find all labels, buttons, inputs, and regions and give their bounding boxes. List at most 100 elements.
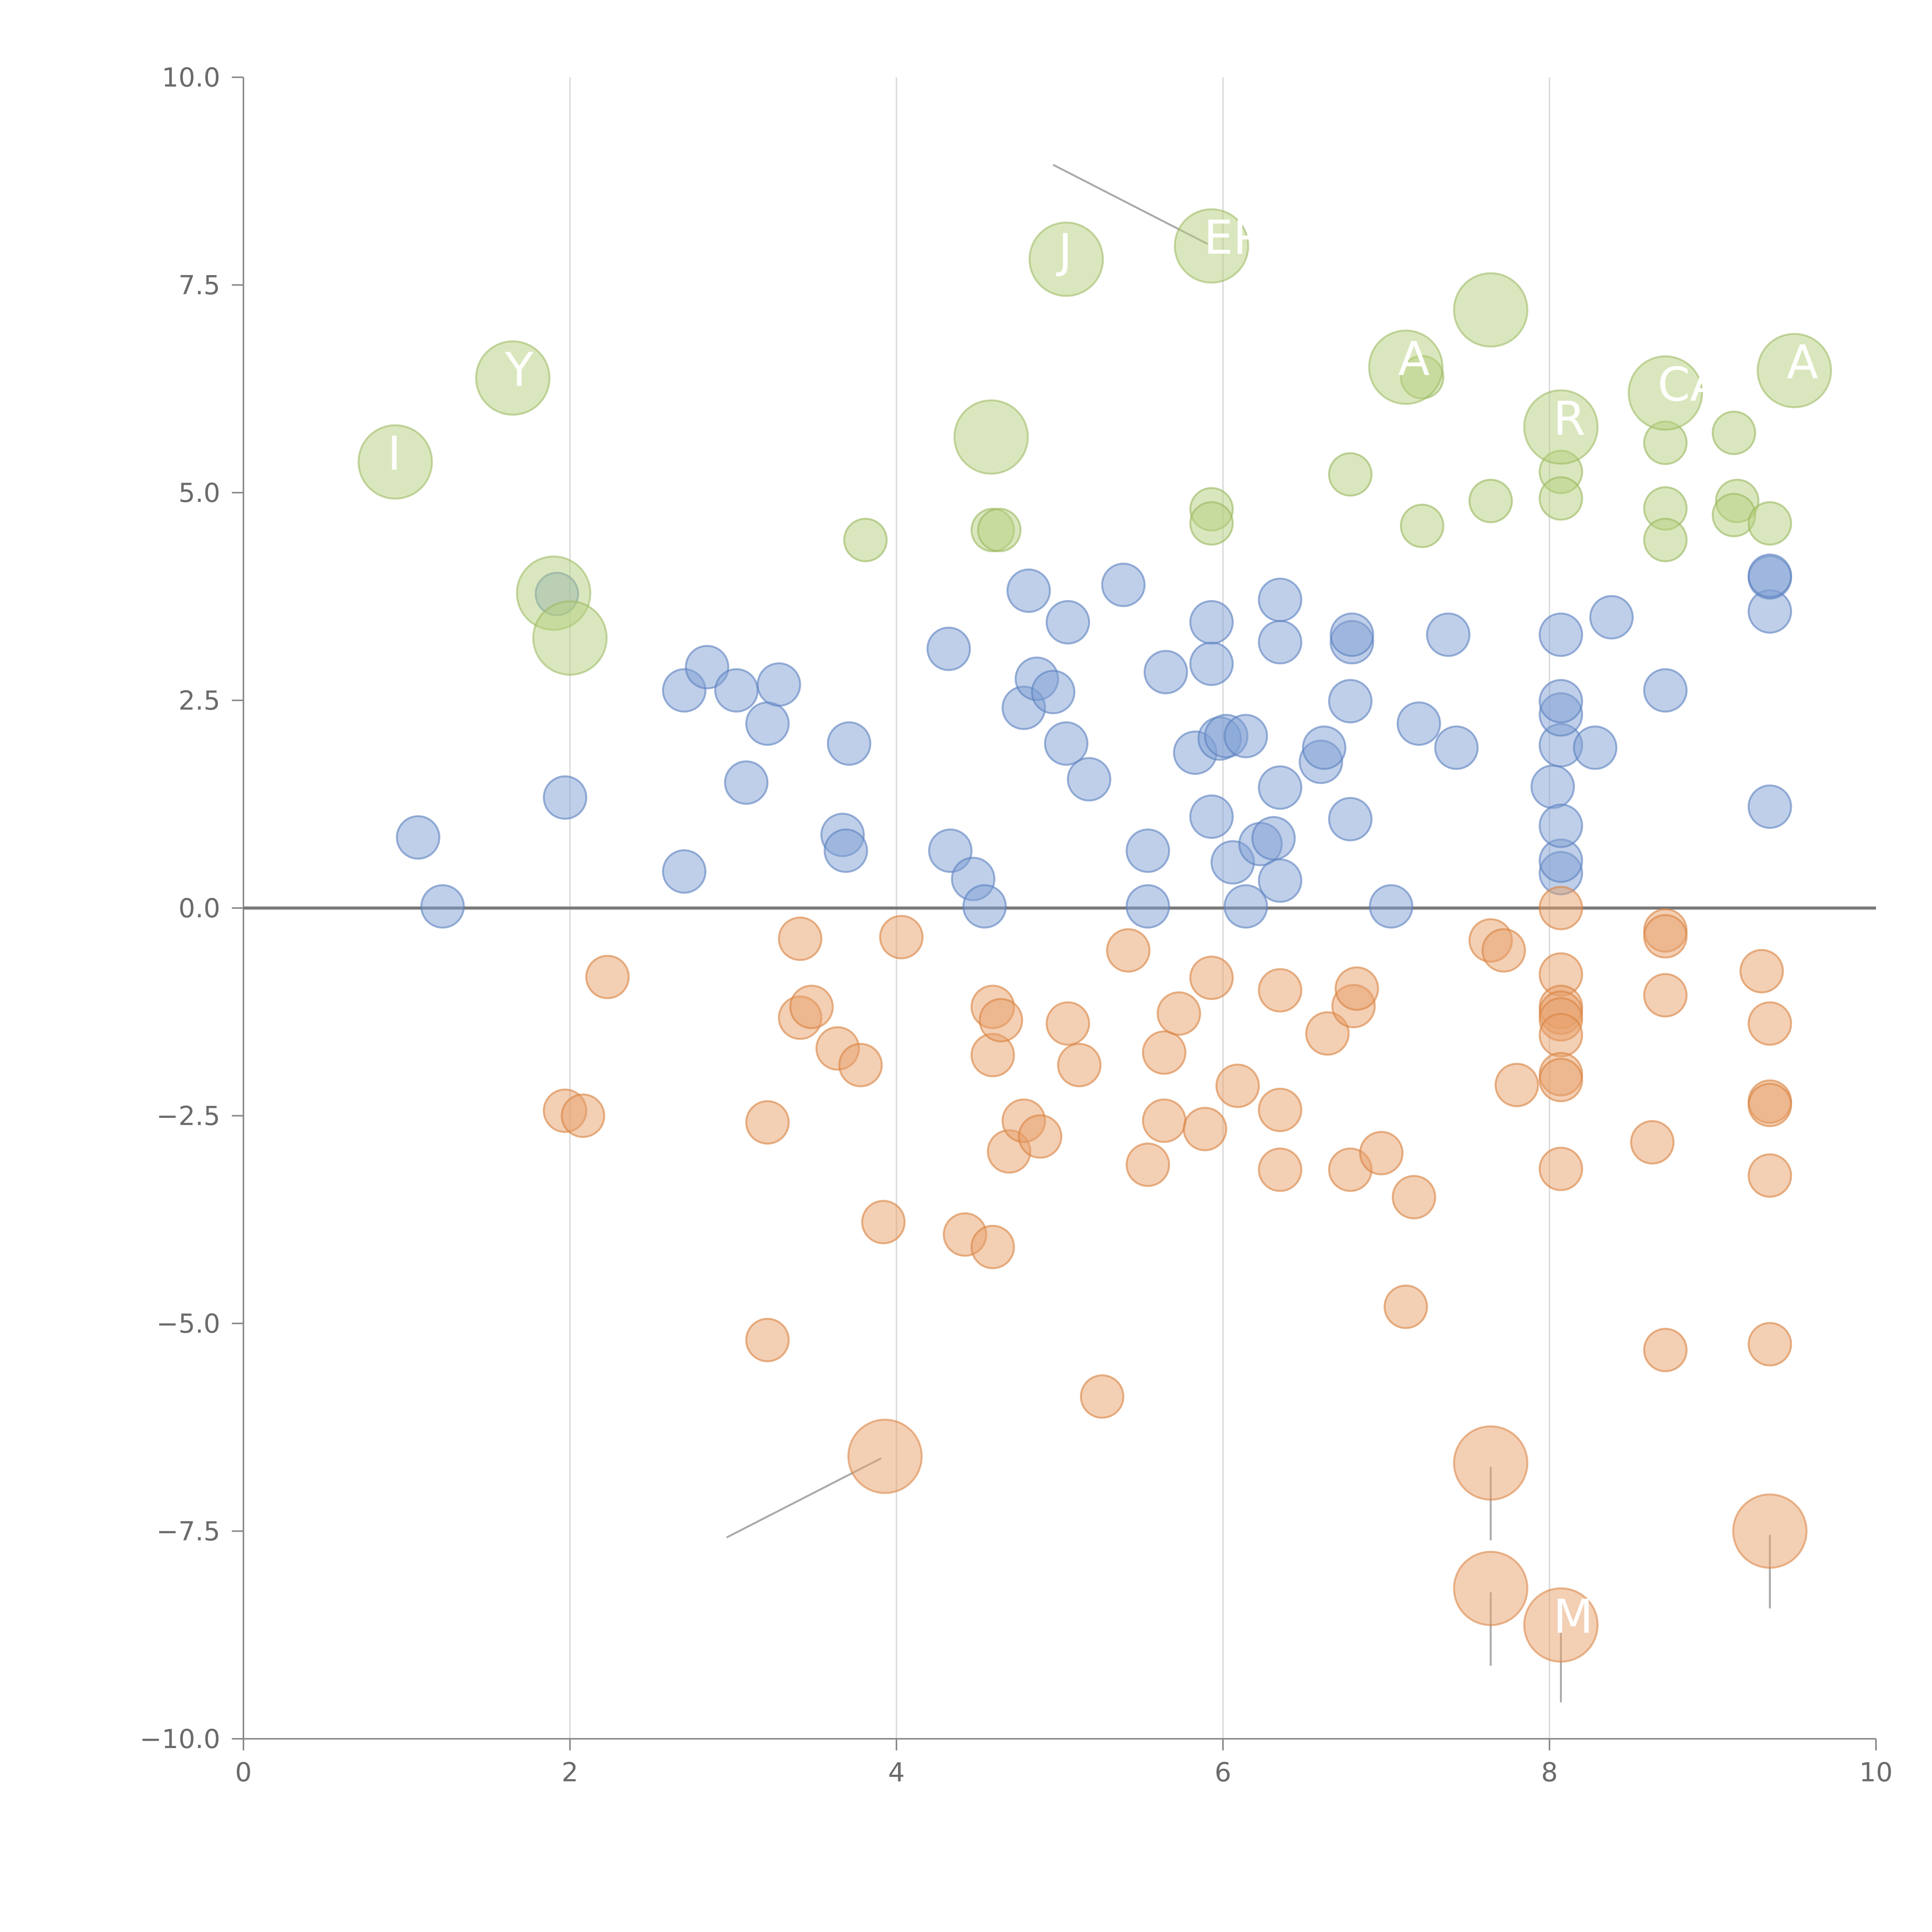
positive-point — [1396, 701, 1441, 746]
negative-point — [1643, 914, 1688, 959]
labeled-green-point — [953, 399, 1029, 475]
positive-point — [1046, 600, 1090, 645]
labeled-green-point — [532, 600, 608, 676]
negative-point — [1258, 1087, 1303, 1132]
negative-point — [1258, 1147, 1303, 1192]
negative-point — [1630, 1120, 1675, 1165]
negative-point — [585, 954, 630, 999]
negative-point — [1142, 1030, 1187, 1075]
x-tick-label: 4 — [888, 1757, 905, 1788]
negative-point — [1156, 991, 1201, 1036]
positive-small-point — [977, 508, 1022, 553]
negative-point — [1539, 886, 1583, 930]
negative-point — [1334, 966, 1379, 1011]
labeled-orange-point — [847, 1418, 923, 1494]
axes: 0 2 4 6 8 10 −10.0 −7.5 −5.0 −2.5 0.0 2.5 5.0 7.5 10.0 — [140, 63, 1893, 1788]
positive-point — [396, 815, 440, 860]
positive-point — [1258, 577, 1303, 622]
positive-point — [1258, 765, 1303, 810]
labeled-green-point — [1173, 208, 1249, 284]
positive-small-point — [1400, 503, 1444, 548]
point-label: A — [1787, 336, 1818, 389]
negative-point — [1183, 1107, 1228, 1151]
positive-point — [1126, 828, 1170, 873]
y-tick-label: −5.0 — [156, 1309, 220, 1339]
positive-point — [1539, 679, 1583, 724]
positive-point — [1223, 884, 1268, 929]
positive-point — [1589, 595, 1634, 639]
negative-point — [1080, 1374, 1124, 1419]
y-tick-label: −10.0 — [140, 1724, 220, 1755]
positive-point — [1369, 884, 1413, 929]
positive-point — [962, 884, 1007, 929]
negative-point — [1747, 1322, 1792, 1367]
positive-small-point — [1747, 501, 1792, 546]
positive-point — [1539, 803, 1583, 848]
positive-point — [1223, 714, 1268, 759]
negative-point — [1189, 956, 1234, 1000]
negative-point — [838, 1043, 883, 1087]
positive-point — [1434, 725, 1479, 770]
labeled-green-point — [1523, 389, 1599, 465]
positive-point — [1251, 816, 1296, 861]
positive-point — [1101, 563, 1146, 607]
positive-point — [543, 775, 587, 820]
negative-point — [1391, 1175, 1436, 1219]
positive-point — [1189, 600, 1234, 645]
negative-point — [1057, 1043, 1102, 1087]
labeled-green-point — [357, 424, 433, 500]
labeled-green-point — [1453, 272, 1529, 348]
negative-point — [1215, 1063, 1260, 1108]
y-tick-label: −2.5 — [156, 1101, 220, 1132]
negative-point — [745, 1318, 790, 1362]
negative-point — [1359, 1131, 1404, 1175]
negative-point — [879, 915, 924, 959]
positive-small-point — [843, 518, 888, 563]
negative-point — [1126, 1142, 1170, 1187]
negative-point — [978, 998, 1023, 1043]
labeled-green-point — [1368, 329, 1444, 405]
y-tick-label: −7.5 — [156, 1517, 220, 1547]
y-tick-label: 5.0 — [179, 478, 220, 509]
positive-point — [1328, 797, 1373, 842]
positive-point — [1258, 620, 1303, 665]
labeled-orange-point — [1523, 1587, 1599, 1663]
point-label: Y — [505, 343, 534, 397]
y-tick-label: 0.0 — [179, 893, 220, 924]
y-tick-label: 2.5 — [179, 686, 220, 716]
positive-point — [926, 626, 971, 671]
point-label: R — [1553, 392, 1585, 446]
positive-point — [823, 828, 868, 873]
negative-point — [1481, 928, 1526, 973]
positive-point — [1143, 650, 1188, 694]
positive-point — [1126, 884, 1170, 929]
label-leader-lines — [395, 164, 1811, 1702]
point-label: J — [1056, 224, 1072, 278]
negative-point — [1142, 1098, 1187, 1143]
negative-point — [1643, 1328, 1688, 1372]
positive-point — [1747, 784, 1792, 829]
x-tick-label: 10 — [1859, 1757, 1893, 1788]
negative-point — [745, 1100, 790, 1145]
x-tick-label: 8 — [1541, 1757, 1558, 1788]
negative-point — [1747, 1083, 1792, 1128]
labeled-green-point — [475, 340, 551, 416]
x-tick-label: 2 — [561, 1757, 578, 1788]
point-label: CA — [1658, 358, 1722, 412]
negative-point — [1539, 1013, 1583, 1058]
positive-point — [1573, 725, 1617, 770]
positive-point — [1643, 668, 1688, 713]
negative-point — [1258, 968, 1303, 1013]
point-label: A — [1398, 332, 1430, 386]
labeled-green-point — [1028, 221, 1104, 297]
data-points — [357, 208, 1832, 1663]
negative-point — [1539, 1146, 1583, 1191]
positive-point — [1006, 568, 1051, 613]
positive-point — [1426, 612, 1471, 657]
x-tick-label: 6 — [1214, 1757, 1231, 1788]
negative-point — [861, 1200, 906, 1245]
negative-point — [970, 1225, 1015, 1269]
negative-point — [1539, 1058, 1583, 1102]
positive-point — [745, 701, 790, 746]
